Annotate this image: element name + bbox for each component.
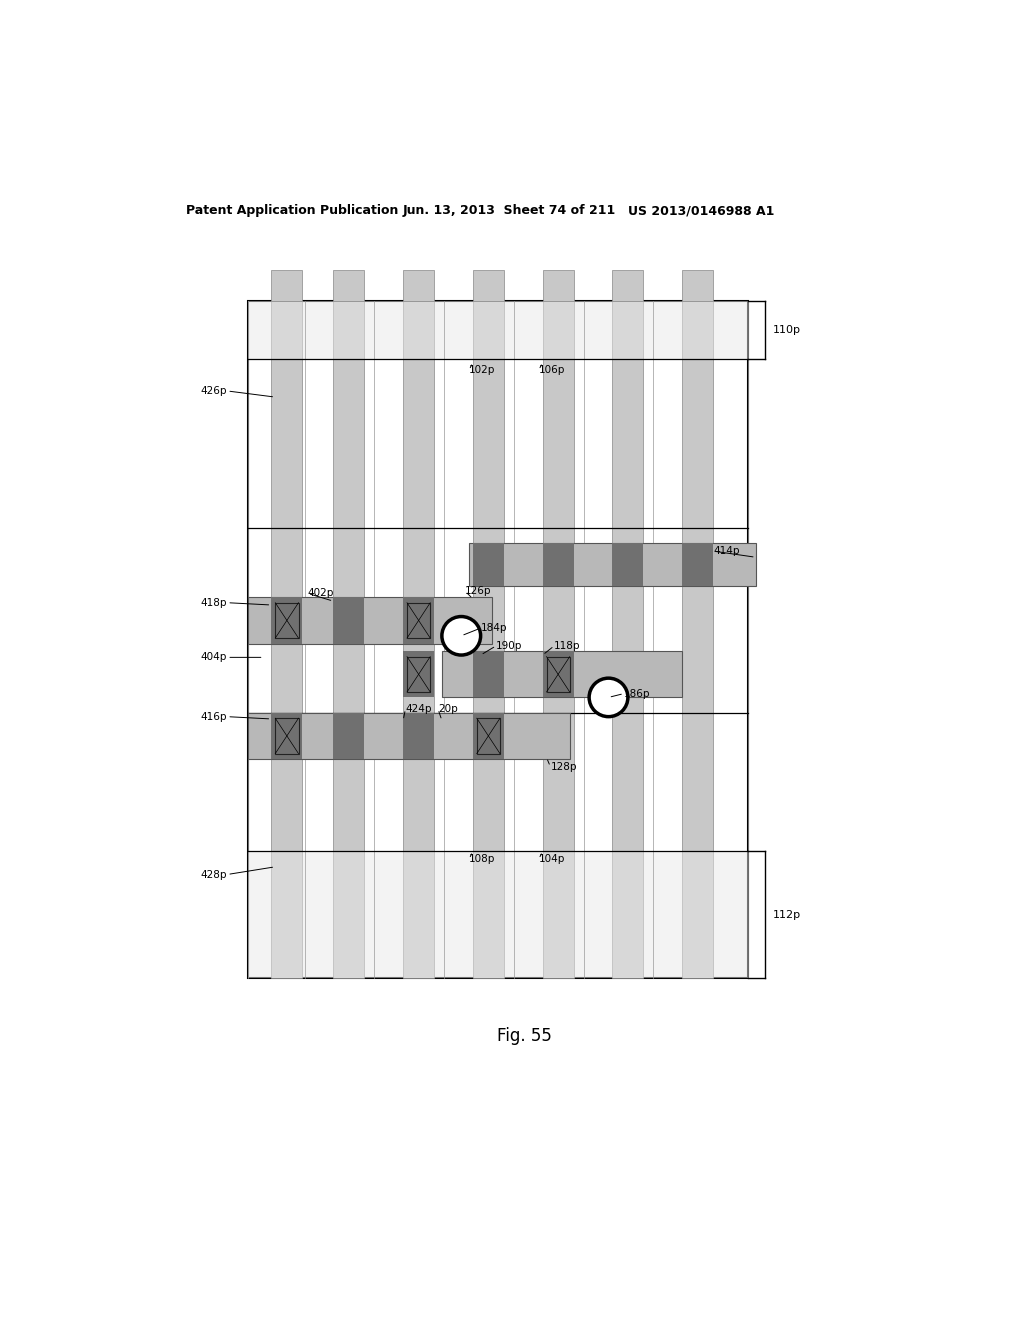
Bar (271, 713, 302, 759)
Bar (682, 544, 713, 586)
Bar (543, 301, 573, 978)
Bar (543, 651, 573, 697)
Bar (275, 603, 299, 638)
Bar (403, 301, 434, 978)
Bar (271, 301, 302, 978)
Text: 104p: 104p (539, 854, 565, 865)
Text: 102p: 102p (469, 366, 496, 375)
Text: 190p: 190p (496, 640, 522, 651)
Text: 418p: 418p (201, 598, 227, 607)
Bar (612, 301, 643, 978)
Text: 404p: 404p (201, 652, 227, 663)
Bar (543, 544, 573, 586)
Bar (248, 597, 493, 644)
Bar (271, 597, 302, 644)
Bar (334, 713, 365, 759)
Bar (682, 301, 713, 978)
Bar (334, 301, 365, 978)
Ellipse shape (589, 678, 628, 717)
Bar (442, 651, 682, 697)
Bar (543, 271, 573, 301)
Bar (612, 544, 643, 586)
Bar (403, 651, 434, 697)
Text: Patent Application Publication: Patent Application Publication (186, 205, 398, 218)
Bar (547, 656, 569, 692)
Bar (477, 718, 500, 754)
Text: 20p: 20p (438, 704, 458, 714)
Bar (682, 271, 713, 301)
Bar (403, 271, 434, 301)
Ellipse shape (442, 616, 480, 655)
Bar (334, 597, 365, 644)
Text: 414p: 414p (713, 546, 739, 556)
Bar (248, 851, 748, 978)
Bar (334, 271, 365, 301)
Bar (248, 301, 748, 978)
Bar (407, 603, 430, 638)
Bar (248, 713, 569, 759)
Bar (407, 656, 430, 692)
Text: 428p: 428p (201, 870, 227, 879)
Text: 186p: 186p (624, 689, 650, 698)
Text: 184p: 184p (480, 623, 507, 634)
Bar (473, 651, 504, 697)
Text: 126p: 126p (465, 586, 492, 597)
Bar (473, 713, 504, 759)
Bar (248, 301, 748, 359)
Text: US 2013/0146988 A1: US 2013/0146988 A1 (628, 205, 774, 218)
Text: 106p: 106p (539, 366, 565, 375)
Text: 426p: 426p (201, 385, 227, 396)
Bar (403, 713, 434, 759)
Text: Jun. 13, 2013  Sheet 74 of 211: Jun. 13, 2013 Sheet 74 of 211 (403, 205, 616, 218)
Text: 402p: 402p (308, 589, 334, 598)
Text: 118p: 118p (554, 640, 581, 651)
Bar (473, 301, 504, 978)
Text: 112p: 112p (773, 909, 801, 920)
Bar (473, 271, 504, 301)
Text: 128p: 128p (550, 762, 577, 772)
Text: 424p: 424p (406, 704, 432, 714)
Bar (403, 597, 434, 644)
Text: 108p: 108p (469, 854, 496, 865)
Bar (473, 544, 504, 586)
Bar (469, 544, 756, 586)
Text: Fig. 55: Fig. 55 (498, 1027, 552, 1045)
Text: 416p: 416p (201, 711, 227, 722)
Bar (271, 271, 302, 301)
Bar (275, 718, 299, 754)
Bar (612, 271, 643, 301)
Text: 110p: 110p (773, 325, 801, 335)
